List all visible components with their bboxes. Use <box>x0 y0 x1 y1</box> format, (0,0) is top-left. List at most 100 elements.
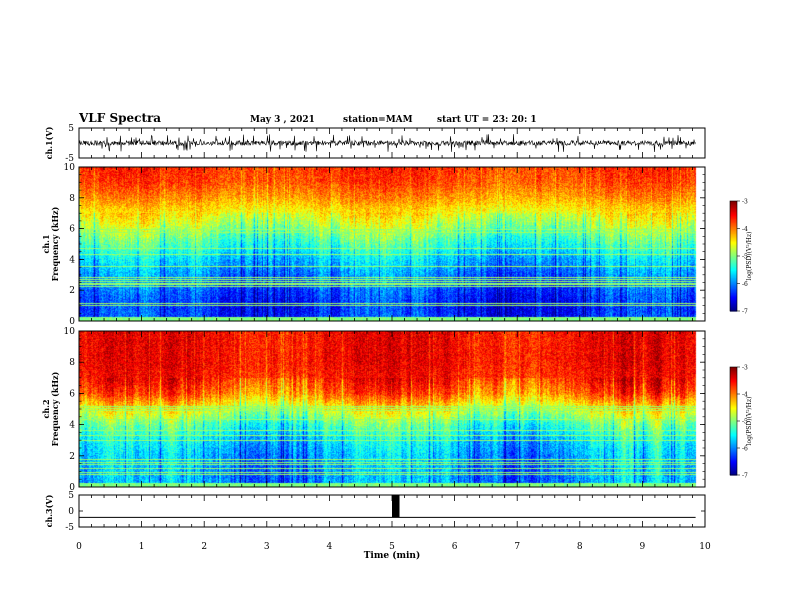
ch1-colorbar-cell <box>730 280 737 283</box>
ch2-colorbar-cell <box>730 437 737 440</box>
ch2-colorbar-cell <box>730 367 737 369</box>
ch1-colorbar-cell <box>730 238 737 241</box>
ch3-waveform-y-axis-label: ch.3(V) <box>44 494 54 527</box>
ch2-colorbar-cell <box>730 458 737 461</box>
ch1-colorbar-cell <box>730 203 737 206</box>
ch1-colorbar-cell <box>730 234 737 236</box>
ch1-colorbar-cell <box>730 213 737 216</box>
ch1-colorbar-cell <box>730 218 737 221</box>
ch1-colorbar-cell <box>730 271 737 274</box>
ch1-colorbar-tick-label: -7 <box>742 309 748 316</box>
ch2-spectrogram-y-tick-label: 6 <box>69 389 75 399</box>
ch1-colorbar-cell <box>730 267 737 269</box>
x-tick-label: 4 <box>327 542 333 552</box>
ch1-colorbar-tick-label: -6 <box>742 281 748 288</box>
ch1-colorbar-cell <box>730 206 737 209</box>
ch2-colorbar-cell <box>730 434 737 437</box>
ch2-colorbar-cell <box>730 450 737 453</box>
ch2-colorbar-cell <box>730 407 737 410</box>
ch2-colorbar-cell <box>730 453 737 456</box>
ch1-colorbar-cell <box>730 308 737 311</box>
ch1-spectrogram-y-tick-label: 2 <box>69 286 75 296</box>
ch2-colorbar-cell <box>730 470 737 473</box>
ch2-colorbar-cell <box>730 392 737 395</box>
ch1-colorbar-cell <box>730 207 737 210</box>
ch2-colorbar-cell <box>730 387 737 390</box>
ch1-colorbar-cell <box>730 295 737 298</box>
ch2-colorbar-cell <box>730 445 737 448</box>
ch1-colorbar-cell <box>730 202 737 205</box>
ch2-colorbar-cell <box>730 456 737 459</box>
ch2-colorbar-cell <box>730 435 737 438</box>
ch2-colorbar-cell <box>730 400 737 403</box>
ch2-colorbar-cell <box>730 427 737 430</box>
ch1-colorbar-cell <box>730 309 737 312</box>
ch1-colorbar-cell <box>730 306 737 309</box>
ch1-colorbar-cell <box>730 223 737 225</box>
ch2-colorbar-cell <box>730 464 737 467</box>
ch1-colorbar-cell <box>730 214 737 217</box>
x-tick-label: 2 <box>201 542 207 552</box>
ch1-colorbar-cell <box>730 262 737 265</box>
ch2-colorbar-cell <box>730 462 737 465</box>
ch2-colorbar-cell <box>730 406 737 409</box>
ch2-colorbar-cell <box>730 449 737 452</box>
ch1-colorbar-cell <box>730 278 737 280</box>
ch2-colorbar-cell <box>730 372 737 375</box>
ch2-colorbar-cell <box>730 411 737 414</box>
ch1-colorbar-cell <box>730 246 737 249</box>
station-label: station=MAM <box>343 115 413 125</box>
ch2-colorbar-cell <box>730 391 737 394</box>
ch1-waveform-y-tick-label: 5 <box>68 124 74 134</box>
ch2-colorbar-cell <box>730 389 737 392</box>
ch2-spectrogram-y-tick-label: 10 <box>64 327 76 337</box>
ch1-colorbar-cell <box>730 290 737 293</box>
ch2-colorbar-cell <box>730 465 737 468</box>
ch1-colorbar-cell <box>730 220 737 223</box>
x-tick-label: 3 <box>264 542 270 552</box>
x-tick-label: 5 <box>389 542 395 552</box>
ch3-waveform-y-tick-label: 5 <box>68 491 74 501</box>
ch1-spectrogram-y-tick-label: 8 <box>69 194 75 204</box>
ch2-spectrogram-y-axis-label: Frequency (kHz) <box>50 371 60 446</box>
ch2-colorbar-cell <box>730 385 737 388</box>
ch1-spectrogram-y-tick-label: 10 <box>64 163 76 173</box>
x-tick-label: 1 <box>139 542 145 552</box>
ch1-colorbar-cell <box>730 287 737 290</box>
ch1-colorbar-cell <box>730 276 737 279</box>
ch2-colorbar-cell <box>730 446 737 449</box>
date-label: May 3 , 2021 <box>250 115 315 125</box>
ch2-colorbar-cell <box>730 452 737 454</box>
ch1-colorbar-cell <box>730 247 737 250</box>
ch1-spectrogram-channel-label: ch.1 <box>41 234 51 253</box>
ch2-colorbar-cell <box>730 394 737 396</box>
ch2-colorbar-cell <box>730 376 737 379</box>
ch1-colorbar-cell <box>730 225 737 228</box>
ch2-colorbar-cell <box>730 373 737 376</box>
ch2-colorbar-tick-label: -3 <box>742 365 748 372</box>
ch2-colorbar-cell <box>730 368 737 371</box>
ch1-colorbar-cell <box>730 253 737 256</box>
ch1-waveform-y-tick-label: -5 <box>65 154 74 164</box>
ch1-colorbar-cell <box>730 227 737 230</box>
ch1-colorbar-cell <box>730 289 737 291</box>
start-time-label: start UT = 23: 20: 1 <box>437 115 537 125</box>
ch1-colorbar-cell <box>730 251 737 254</box>
ch1-colorbar-tick-label: -3 <box>742 199 748 206</box>
ch1-colorbar-cell <box>730 282 737 285</box>
ch1-colorbar-cell <box>730 286 737 289</box>
ch1-colorbar-cell <box>730 245 737 247</box>
ch1-colorbar-cell <box>730 232 737 235</box>
x-tick-label: 9 <box>640 542 646 552</box>
ch1-spectrogram-panel <box>79 167 705 321</box>
ch1-colorbar-cell <box>730 291 737 294</box>
ch2-colorbar-cell <box>730 384 737 387</box>
ch2-colorbar-cell <box>730 461 737 464</box>
figure-title: VLF Spectra <box>78 111 161 125</box>
ch2-colorbar-cell <box>730 422 737 425</box>
ch2-colorbar-cell <box>730 375 737 378</box>
ch1-colorbar-tick-label: -4 <box>742 226 748 233</box>
ch1-colorbar-cell <box>730 305 737 308</box>
